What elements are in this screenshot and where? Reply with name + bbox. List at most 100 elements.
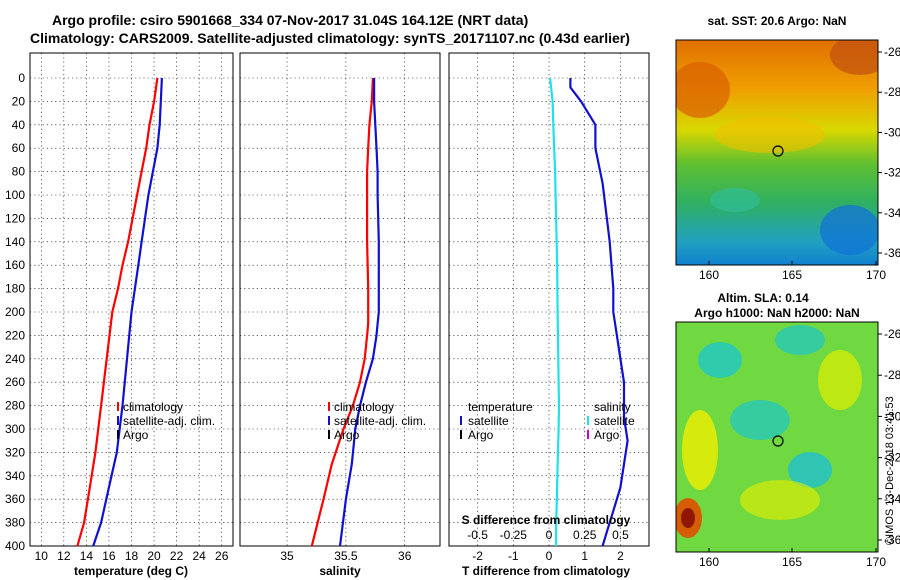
s-difference-label: S difference from climatology bbox=[462, 513, 631, 527]
x-tick-label: 12 bbox=[57, 549, 71, 563]
sst-map-axes: 160 165 170 -26 -28 -30 -32 -34 -36 bbox=[699, 45, 900, 282]
legend-label-t-argo: Argo bbox=[468, 428, 494, 442]
series-line-climatology bbox=[76, 77, 159, 547]
map-x-tick-label: 170 bbox=[866, 555, 886, 569]
depth-tick-label: 380 bbox=[5, 516, 25, 530]
x-tick-label: 16 bbox=[102, 549, 116, 563]
sst-map-title: sat. SST: 20.6 Argo: NaN bbox=[708, 14, 847, 28]
legend-label-satellite-adj: satellite-adj. clim. bbox=[334, 414, 426, 428]
sla-map-image bbox=[676, 322, 878, 552]
sla-map-title-1: Altim. SLA: 0.14 bbox=[717, 291, 809, 305]
sst-cool-patch bbox=[820, 205, 878, 255]
legend-label-s-satellite: satellite bbox=[594, 414, 635, 428]
map-y-tick-label: -34 bbox=[884, 492, 900, 506]
sst-mid-patch bbox=[715, 117, 825, 153]
sla-low-patch bbox=[775, 325, 825, 355]
series-line-satellite-adj-clim- bbox=[92, 77, 163, 547]
x-tick-label: -1 bbox=[508, 549, 519, 563]
grid-lines bbox=[30, 53, 649, 547]
temperature-xlabel: temperature (deg C) bbox=[74, 564, 188, 578]
sla-high-patch bbox=[682, 410, 718, 490]
depth-tick-label: 40 bbox=[12, 118, 26, 132]
legend-label-climatology: climatology bbox=[334, 400, 394, 414]
s-tick-label: -0.5 bbox=[467, 528, 488, 542]
depth-tick-label: 60 bbox=[12, 141, 26, 155]
depth-tick-label: 240 bbox=[5, 352, 25, 366]
sla-low-patch bbox=[730, 400, 790, 440]
sla-argo-location-marker bbox=[772, 435, 784, 447]
sla-map-axes: 160 165 170 -26 -28 -30 -32 -34 -36 bbox=[699, 327, 900, 569]
depth-tick-label: 120 bbox=[5, 211, 25, 225]
map-x-tick-label: 165 bbox=[782, 268, 802, 282]
legend-label-s-argo: Argo bbox=[594, 428, 620, 442]
depth-tick-label: 160 bbox=[5, 258, 25, 272]
depth-tick-label: 20 bbox=[12, 94, 26, 108]
temperature-panel-frame bbox=[29, 52, 234, 547]
depth-tick-label: 320 bbox=[5, 445, 25, 459]
depth-tick-label: 360 bbox=[5, 492, 25, 506]
map-y-tick-label: -30 bbox=[884, 125, 900, 139]
x-tick-label: 0 bbox=[546, 549, 553, 563]
x-tick-label: 22 bbox=[170, 549, 184, 563]
s-tick-label: 0 bbox=[546, 528, 553, 542]
legend-label-climatology: climatology bbox=[123, 400, 183, 414]
depth-tick-label: 340 bbox=[5, 469, 25, 483]
map-x-tick-label: 160 bbox=[699, 268, 719, 282]
x-tick-label: 24 bbox=[192, 549, 206, 563]
sla-high-patch bbox=[740, 480, 820, 520]
sst-argo-location-marker bbox=[772, 145, 784, 157]
depth-tick-label: 80 bbox=[12, 165, 26, 179]
map-y-tick-label: -34 bbox=[884, 206, 900, 220]
x-tick-label: 14 bbox=[80, 549, 94, 563]
x-tick-label: 10 bbox=[35, 549, 49, 563]
salinity-panel-frame bbox=[239, 52, 441, 547]
depth-tick-label: 140 bbox=[5, 235, 25, 249]
depth-tick-label: 100 bbox=[5, 188, 25, 202]
x-axes: 10 12 14 16 18 20 22 24 26 35 35.5 36 -2 -1 0 1 2-0.5 -0.… bbox=[35, 528, 629, 563]
map-y-tick-label: -26 bbox=[884, 327, 900, 341]
sla-low-patch bbox=[698, 342, 742, 378]
x-tick-label: 26 bbox=[215, 549, 229, 563]
legend-label-satellite-adj: satellite-adj. clim. bbox=[123, 414, 215, 428]
map-y-tick-label: -36 bbox=[884, 246, 900, 260]
map-y-tick-label: -32 bbox=[884, 451, 900, 465]
series-line-salinity-satellite bbox=[549, 77, 561, 546]
title-line-2: Climatology: CARS2009. Satellite-adjuste… bbox=[30, 30, 630, 46]
series-line-satellite-adj-clim- bbox=[338, 78, 380, 547]
map-y-tick-label: -28 bbox=[884, 85, 900, 99]
sst-warm-patch bbox=[676, 62, 730, 118]
x-tick-label: 18 bbox=[125, 549, 139, 563]
imos-stamp: ©IMOS 13-Dec-2018 03:41:53 bbox=[884, 396, 896, 545]
depth-tick-label: 260 bbox=[5, 375, 25, 389]
legend-title-temperature: temperature bbox=[468, 400, 533, 414]
series-line-temperature-satellite bbox=[569, 78, 629, 547]
legend-label-t-satellite: satellite bbox=[468, 414, 509, 428]
legend-label-argo: Argo bbox=[334, 428, 360, 442]
sla-high-patch bbox=[818, 350, 862, 410]
x-tick-label: 36 bbox=[398, 549, 412, 563]
map-y-tick-label: -28 bbox=[884, 368, 900, 382]
map-x-tick-label: 170 bbox=[866, 268, 886, 282]
sst-map-image bbox=[676, 40, 878, 265]
x-tick-label: 20 bbox=[147, 549, 161, 563]
map-x-tick-label: 165 bbox=[782, 555, 802, 569]
s-tick-label: 0.25 bbox=[573, 528, 597, 542]
depth-tick-label: 400 bbox=[5, 539, 25, 553]
x-tick-label: 35.5 bbox=[334, 549, 358, 563]
difference-xlabel: T difference from climatology bbox=[462, 564, 630, 578]
title-line-1: Argo profile: csiro 5901668_334 07-Nov-2… bbox=[52, 12, 528, 28]
sla-map-title-2: Argo h1000: NaN h2000: NaN bbox=[694, 306, 859, 320]
series-line-climatology bbox=[310, 77, 374, 547]
legend-label-argo: Argo bbox=[123, 428, 149, 442]
legend-title-salinity: salinity bbox=[594, 400, 631, 414]
x-tick-label: 35 bbox=[280, 549, 294, 563]
depth-tick-label: 220 bbox=[5, 328, 25, 342]
difference-panel-frame bbox=[448, 52, 650, 547]
s-tick-label: 0.5 bbox=[612, 528, 629, 542]
depth-tick-label: 180 bbox=[5, 282, 25, 296]
depth-tick-label: 200 bbox=[5, 305, 25, 319]
sla-low-patch bbox=[788, 452, 832, 488]
depth-tick-label: 300 bbox=[5, 422, 25, 436]
x-tick-label: 2 bbox=[617, 549, 624, 563]
depth-tick-label: 280 bbox=[5, 399, 25, 413]
